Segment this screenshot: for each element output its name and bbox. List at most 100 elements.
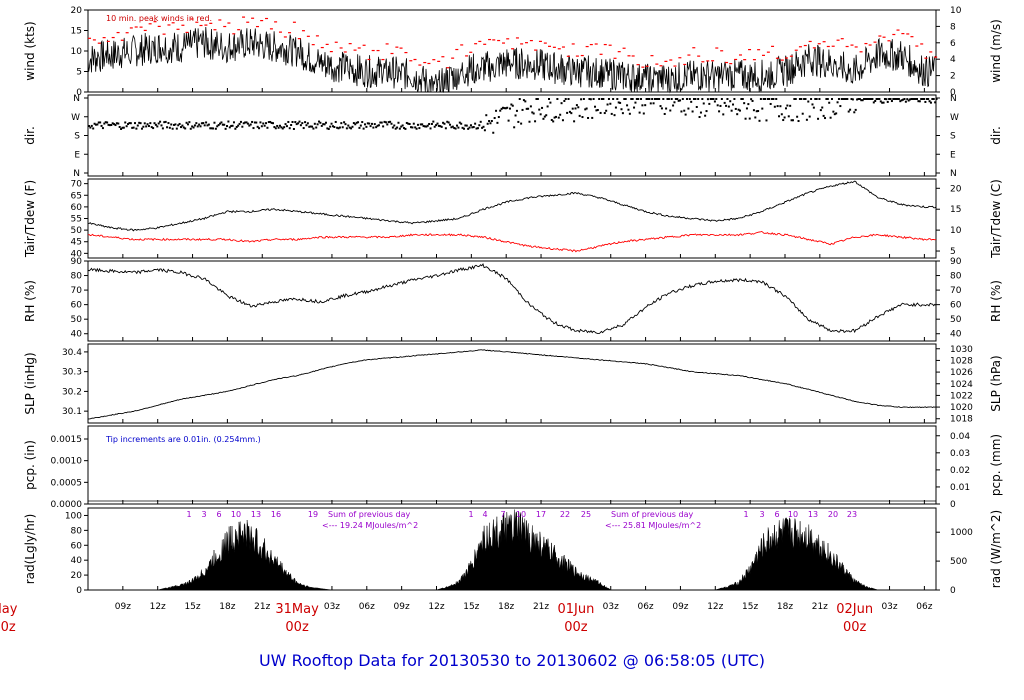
peak-wind-mark — [334, 41, 338, 43]
dir-point — [90, 124, 93, 127]
peak-wind-mark — [465, 55, 469, 57]
dir-point — [292, 127, 295, 130]
dir-point — [928, 100, 931, 103]
dir-point — [541, 106, 544, 109]
dir-point — [829, 116, 832, 119]
dir-point — [495, 109, 498, 112]
ytick-left-pcp: 0.0005 — [51, 478, 83, 488]
dir-point — [669, 109, 672, 112]
peak-wind-mark — [367, 58, 371, 61]
peak-wind-mark — [204, 24, 208, 26]
dir-point — [680, 110, 683, 113]
dir-point — [277, 126, 280, 129]
dir-point — [382, 125, 385, 128]
dir-point — [738, 109, 741, 112]
dir-point — [88, 125, 90, 128]
dir-point — [876, 98, 879, 100]
peak-wind-mark — [585, 45, 589, 48]
dir-point — [244, 121, 247, 124]
peak-wind-mark — [209, 22, 213, 24]
dir-point — [794, 98, 797, 100]
rad-hour-mark: 17 — [536, 510, 546, 519]
dir-point — [265, 122, 268, 125]
dir-point — [612, 98, 615, 100]
dir-point — [146, 123, 149, 126]
dir-point — [178, 122, 181, 125]
dir-point — [885, 98, 888, 101]
dir-point — [626, 104, 629, 107]
dir-point — [867, 98, 870, 100]
ytick-right-dir: N — [950, 169, 957, 179]
dir-point — [394, 127, 397, 130]
peak-wind-mark — [213, 29, 217, 31]
peak-wind-mark — [492, 39, 496, 41]
dir-point — [773, 105, 776, 108]
dir-point — [181, 124, 184, 127]
dir-point — [897, 98, 900, 100]
dir-point — [354, 123, 357, 126]
dir-point — [196, 125, 199, 128]
dir-point — [627, 108, 630, 111]
peak-wind-mark — [413, 58, 417, 61]
dir-point — [147, 125, 150, 128]
dir-point — [127, 123, 130, 126]
dir-point — [698, 116, 701, 119]
dir-point — [206, 124, 209, 127]
dir-point — [733, 98, 736, 100]
dir-point — [436, 122, 439, 125]
dir-point — [577, 106, 580, 109]
peak-wind-mark — [901, 32, 905, 35]
peak-wind-mark — [840, 38, 844, 40]
dir-point — [531, 111, 534, 114]
dir-point — [408, 123, 411, 126]
ytick-right-temp: 20 — [950, 184, 962, 194]
dir-point — [469, 124, 472, 127]
ytick-left-dir: S — [74, 132, 80, 142]
ylabel-right-rad: rad (W/m^2) — [989, 510, 1003, 588]
dir-point — [861, 99, 864, 102]
dir-point — [660, 107, 663, 110]
ytick-right-pcp: 0.04 — [950, 432, 970, 442]
peak-wind-mark — [594, 43, 598, 45]
panel-rh: RH (%) RH (%) 40 50 60 70 80 90 40 50 60 70 80 90 — [23, 257, 1003, 342]
ylabel-right-slp: SLP (hPa) — [989, 355, 1003, 411]
dir-point — [401, 124, 404, 127]
dir-point — [801, 112, 804, 115]
dir-point — [900, 99, 903, 102]
xtick-label: 09z — [672, 602, 688, 612]
rad-hour-mark: 20 — [828, 510, 838, 519]
dir-point — [239, 120, 242, 123]
dir-point — [751, 99, 754, 102]
dir-point — [489, 122, 492, 125]
dir-point — [336, 126, 339, 129]
dir-point — [676, 98, 679, 100]
dir-point — [754, 116, 757, 119]
dir-point — [294, 121, 297, 124]
dir-point — [259, 121, 262, 124]
peak-wind-mark — [692, 47, 696, 49]
dir-point — [755, 110, 758, 113]
dir-point — [415, 127, 418, 130]
ytick-right-dir: E — [950, 150, 956, 160]
dir-point — [931, 98, 934, 100]
xtick-label: 09z — [115, 602, 131, 612]
peak-wind-mark — [715, 47, 719, 49]
dir-point — [93, 122, 96, 125]
dir-point — [762, 98, 765, 100]
peak-wind-mark — [432, 59, 436, 61]
peak-wind-mark — [469, 51, 473, 53]
peak-wind-mark — [451, 57, 455, 59]
peak-wind-mark — [176, 28, 180, 30]
dir-point — [596, 108, 599, 111]
peak-wind-mark — [385, 43, 389, 45]
dir-point — [108, 124, 111, 127]
ytick-left-pcp: 0.0015 — [51, 435, 83, 445]
chart-title: UW Rooftop Data for 20130530 to 20130602… — [259, 651, 765, 670]
dir-point — [389, 120, 392, 123]
dir-point — [918, 100, 921, 103]
dir-point — [602, 98, 605, 100]
dir-point — [645, 98, 648, 100]
ytick-right-dir: W — [950, 113, 959, 123]
peak-wind-mark — [199, 24, 203, 27]
